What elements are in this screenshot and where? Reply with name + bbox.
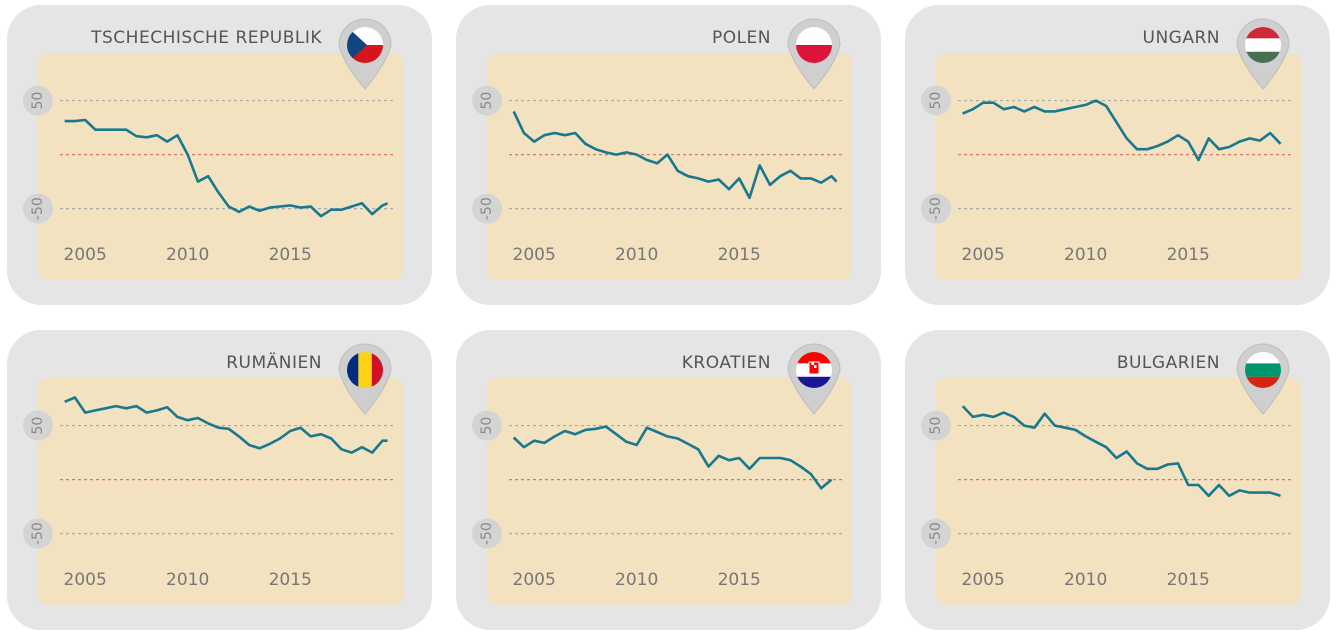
x-tick-label: 2005 bbox=[513, 570, 556, 590]
y-tick-badge bbox=[23, 85, 53, 116]
chart-title: UNGARN bbox=[1143, 28, 1221, 48]
x-tick-label: 2010 bbox=[615, 570, 658, 590]
y-tick-badge bbox=[921, 193, 951, 224]
plot-area bbox=[38, 53, 403, 280]
x-tick-label: 2005 bbox=[513, 245, 556, 265]
chart-title: KROATIEN bbox=[682, 353, 771, 373]
y-tick-label: -50 bbox=[30, 197, 46, 220]
y-tick-label: 50 bbox=[479, 417, 495, 435]
x-tick-label: 2010 bbox=[166, 245, 209, 265]
x-tick-label: 2015 bbox=[1167, 570, 1210, 590]
x-tick-label: 2005 bbox=[64, 245, 107, 265]
y-tick-badge bbox=[23, 518, 53, 549]
plot-area bbox=[38, 378, 403, 605]
x-tick-label: 2005 bbox=[64, 570, 107, 590]
panel: 50 -50 2005 2010 2015 POLEN bbox=[456, 5, 881, 305]
plot-area bbox=[936, 378, 1301, 605]
data-line bbox=[961, 405, 1281, 498]
y-tick-label: -50 bbox=[928, 522, 944, 545]
panel: 50 -50 2005 2010 2015 RUMÄNIEN bbox=[7, 330, 432, 630]
flag-icon bbox=[796, 27, 832, 63]
y-tick-badge bbox=[472, 193, 502, 224]
panel: 50 -50 2005 2010 2015 BULGARIEN bbox=[905, 330, 1330, 630]
y-tick-label: 50 bbox=[928, 417, 944, 435]
data-line bbox=[64, 118, 389, 218]
y-tick-label: 50 bbox=[479, 92, 495, 110]
x-tick-label: 2015 bbox=[718, 570, 761, 590]
data-line bbox=[512, 425, 833, 490]
panel: 50 -50 2005 2010 2015 KROATIEN bbox=[456, 330, 881, 630]
panel: 50 -50 2005 2010 2015 UNGARN bbox=[905, 5, 1330, 305]
y-tick-badge bbox=[23, 410, 53, 441]
y-tick-label: -50 bbox=[30, 522, 46, 545]
plot-area bbox=[487, 378, 852, 605]
flag-icon bbox=[1245, 27, 1281, 63]
x-tick-label: 2010 bbox=[615, 245, 658, 265]
flag-icon bbox=[1245, 352, 1281, 388]
y-tick-label: -50 bbox=[479, 197, 495, 220]
x-tick-label: 2015 bbox=[269, 245, 312, 265]
panel: 50 -50 2005 2010 2015 TSCHECHISCHE REPUBLIK bbox=[7, 5, 432, 305]
x-tick-label: 2015 bbox=[718, 245, 761, 265]
y-tick-badge bbox=[472, 85, 502, 116]
x-tick-label: 2015 bbox=[1167, 245, 1210, 265]
x-tick-label: 2010 bbox=[1064, 570, 1107, 590]
x-tick-label: 2010 bbox=[1064, 245, 1107, 265]
y-tick-label: 50 bbox=[30, 92, 46, 110]
y-tick-label: -50 bbox=[928, 197, 944, 220]
x-tick-label: 2010 bbox=[166, 570, 209, 590]
data-line bbox=[962, 99, 1282, 162]
y-tick-label: 50 bbox=[928, 92, 944, 110]
y-tick-badge bbox=[472, 410, 502, 441]
y-tick-label: -50 bbox=[479, 522, 495, 545]
chart-title: BULGARIEN bbox=[1117, 353, 1220, 373]
y-tick-label: 50 bbox=[30, 417, 46, 435]
data-line bbox=[64, 396, 388, 454]
y-tick-badge bbox=[921, 85, 951, 116]
x-tick-label: 2005 bbox=[962, 245, 1005, 265]
y-tick-badge bbox=[23, 193, 53, 224]
flag-icon bbox=[347, 352, 383, 388]
y-tick-badge bbox=[921, 410, 951, 441]
flag-icon bbox=[796, 352, 832, 388]
chart-title: POLEN bbox=[712, 28, 771, 48]
x-tick-label: 2015 bbox=[269, 570, 312, 590]
flag-icon bbox=[347, 27, 383, 63]
x-tick-label: 2005 bbox=[962, 570, 1005, 590]
y-tick-badge bbox=[472, 518, 502, 549]
plot-area bbox=[487, 53, 852, 280]
data-line bbox=[512, 110, 838, 200]
chart-title: TSCHECHISCHE REPUBLIK bbox=[90, 28, 322, 48]
y-tick-badge bbox=[921, 518, 951, 549]
chart-title: RUMÄNIEN bbox=[226, 352, 322, 373]
